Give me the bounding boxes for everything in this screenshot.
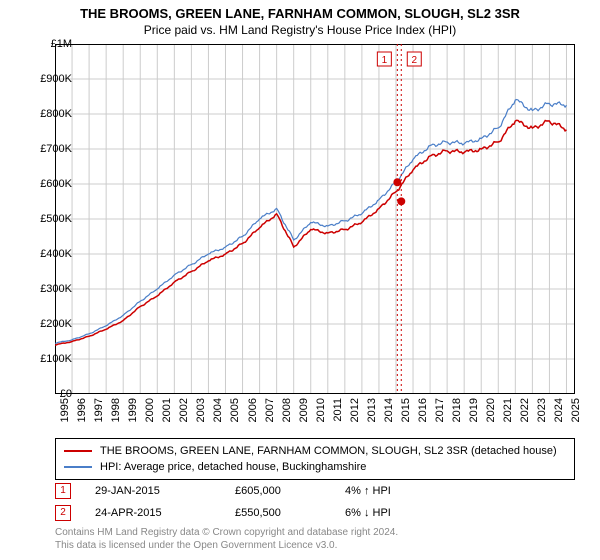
- x-tick-label: 2001: [161, 398, 173, 422]
- x-tick-label: 2006: [247, 398, 259, 422]
- x-tick-label: 2020: [485, 398, 497, 422]
- y-tick-label: £1M: [22, 38, 72, 50]
- x-tick-label: 2007: [264, 398, 276, 422]
- y-tick-label: £100K: [22, 353, 72, 365]
- x-tick-label: 2004: [212, 398, 224, 422]
- sale-marker-icon: 2: [55, 505, 71, 521]
- y-tick-label: £900K: [22, 73, 72, 85]
- sale-delta: 4% ↑ HPI: [345, 485, 465, 497]
- legend: THE BROOMS, GREEN LANE, FARNHAM COMMON, …: [55, 438, 575, 480]
- y-tick-label: £400K: [22, 248, 72, 260]
- y-tick-label: £600K: [22, 178, 72, 190]
- x-tick-label: 2012: [349, 398, 361, 422]
- chart-svg: 12: [55, 44, 575, 394]
- chart-plot-area: 12: [55, 44, 575, 394]
- x-tick-label: 2023: [536, 398, 548, 422]
- x-tick-label: 2022: [519, 398, 531, 422]
- x-tick-label: 2017: [434, 398, 446, 422]
- sales-table: 1 29-JAN-2015 £605,000 4% ↑ HPI 2 24-APR…: [55, 480, 465, 524]
- sale-price: £605,000: [235, 485, 345, 497]
- table-row: 1 29-JAN-2015 £605,000 4% ↑ HPI: [55, 480, 465, 502]
- y-tick-label: £700K: [22, 143, 72, 155]
- x-tick-label: 2019: [468, 398, 480, 422]
- chart-subtitle: Price paid vs. HM Land Registry's House …: [0, 21, 600, 37]
- table-row: 2 24-APR-2015 £550,500 6% ↓ HPI: [55, 502, 465, 524]
- legend-label: THE BROOMS, GREEN LANE, FARNHAM COMMON, …: [100, 443, 557, 459]
- sale-price: £550,500: [235, 507, 345, 519]
- sale-date: 24-APR-2015: [95, 507, 235, 519]
- y-tick-label: £800K: [22, 108, 72, 120]
- x-tick-label: 2024: [553, 398, 565, 422]
- x-tick-label: 1997: [93, 398, 105, 422]
- footer-attribution: Contains HM Land Registry data © Crown c…: [55, 526, 398, 552]
- x-tick-label: 2011: [332, 398, 344, 422]
- x-tick-label: 1999: [127, 398, 139, 422]
- legend-item: THE BROOMS, GREEN LANE, FARNHAM COMMON, …: [64, 443, 566, 459]
- x-tick-label: 2016: [417, 398, 429, 422]
- x-tick-label: 2005: [229, 398, 241, 422]
- x-tick-label: 2018: [451, 398, 463, 422]
- x-tick-label: 2002: [178, 398, 190, 422]
- x-tick-label: 2003: [195, 398, 207, 422]
- x-tick-label: 2015: [400, 398, 412, 422]
- x-tick-label: 2009: [298, 398, 310, 422]
- legend-swatch: [64, 450, 92, 452]
- x-tick-label: 2000: [144, 398, 156, 422]
- x-tick-label: 2013: [366, 398, 378, 422]
- sale-delta: 6% ↓ HPI: [345, 507, 465, 519]
- y-tick-label: £300K: [22, 283, 72, 295]
- svg-text:2: 2: [411, 55, 417, 66]
- x-tick-label: 2010: [315, 398, 327, 422]
- footer-line: This data is licensed under the Open Gov…: [55, 539, 398, 552]
- footer-line: Contains HM Land Registry data © Crown c…: [55, 526, 398, 539]
- sale-date: 29-JAN-2015: [95, 485, 235, 497]
- y-tick-label: £500K: [22, 213, 72, 225]
- sale-marker-icon: 1: [55, 483, 71, 499]
- x-tick-label: 2008: [281, 398, 293, 422]
- x-tick-label: 2021: [502, 398, 514, 422]
- x-tick-label: 1998: [110, 398, 122, 422]
- x-tick-label: 1995: [59, 398, 71, 422]
- x-tick-label: 2025: [570, 398, 582, 422]
- legend-item: HPI: Average price, detached house, Buck…: [64, 459, 566, 475]
- legend-label: HPI: Average price, detached house, Buck…: [100, 459, 366, 475]
- svg-text:1: 1: [382, 55, 388, 66]
- chart-title: THE BROOMS, GREEN LANE, FARNHAM COMMON, …: [0, 0, 600, 21]
- y-tick-label: £200K: [22, 318, 72, 330]
- x-tick-label: 2014: [383, 398, 395, 422]
- x-tick-label: 1996: [76, 398, 88, 422]
- legend-swatch: [64, 466, 92, 468]
